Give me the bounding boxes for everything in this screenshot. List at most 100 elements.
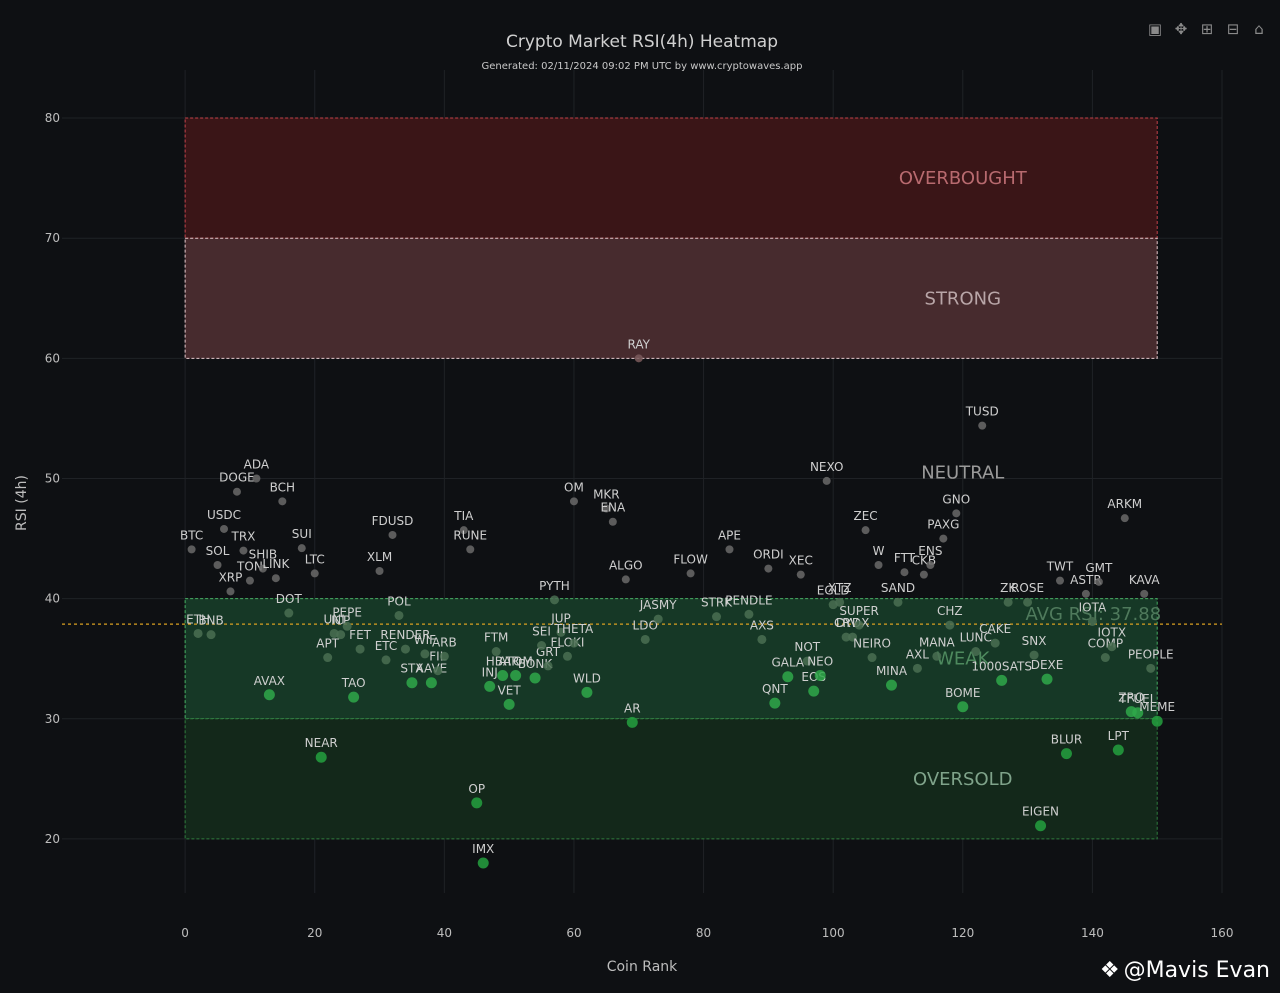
coin-point	[757, 634, 767, 644]
coin-label-sei: SEI	[532, 624, 551, 638]
coin-point	[640, 634, 650, 644]
coin-point	[932, 651, 942, 661]
coin-label-ens: ENS	[918, 544, 942, 558]
coin-point	[874, 561, 883, 570]
coin-point	[1120, 514, 1129, 523]
coin-label-bome: BOME	[945, 686, 980, 700]
zoom-out-icon[interactable]: ⊟	[1226, 20, 1240, 38]
coin-point	[808, 685, 820, 697]
coin-point	[893, 597, 903, 607]
zone-oversold	[184, 718, 1158, 840]
coin-point	[323, 653, 333, 663]
coin-point	[861, 526, 870, 535]
coin-label-op: OP	[468, 782, 485, 796]
coin-point	[226, 587, 235, 596]
coin-label-uni: UNI	[324, 612, 345, 626]
coin-point	[529, 672, 541, 684]
axes: 0 20 40 60 80 100 120 140 160 20 30 40 50 60 70 80	[45, 111, 1234, 940]
coin-point	[926, 561, 935, 570]
zone-label-oversold: OVERSOLD	[913, 769, 1013, 790]
coin-label-neo: NEO	[807, 655, 833, 669]
coin-label-neiro: NEIRO	[853, 637, 891, 651]
coin-point	[634, 354, 643, 363]
coin-point	[433, 666, 443, 676]
x-tick-label: 140	[1081, 926, 1104, 940]
coin-points: BTC ETH USDC BNB SOL XRP DOGE TRX TON ADA AVAX SHIB…	[180, 337, 1175, 869]
coin-label-hbar: HBAR	[486, 655, 520, 669]
y-tick-label: 70	[45, 231, 60, 245]
coin-label-w: W	[873, 544, 885, 558]
coin-label-zec: ZEC	[853, 509, 877, 523]
coin-label-stx: STX	[400, 662, 423, 676]
coin-label-sui: SUI	[292, 527, 312, 541]
coin-label-mana: MANA	[919, 635, 956, 649]
coin-label-jup: JUP	[550, 611, 571, 625]
coin-point	[562, 651, 572, 661]
coin-point	[1035, 820, 1047, 832]
coin-label-mkr: MKR	[593, 488, 620, 502]
coin-label-ftm: FTM	[484, 631, 508, 645]
coin-label-bnb: BNB	[198, 614, 223, 628]
coin-label-xtz: XTZ	[828, 581, 852, 595]
coin-label-arb: ARB	[432, 635, 457, 649]
y-tick-label: 40	[45, 592, 60, 606]
coin-point	[822, 476, 831, 485]
coin-point	[867, 653, 877, 663]
coin-label-avax: AVAX	[254, 674, 285, 688]
coin-point	[782, 671, 794, 683]
coin-label-axl: AXL	[906, 647, 929, 661]
x-tick-label: 160	[1211, 926, 1234, 940]
coin-point	[491, 647, 501, 657]
coin-point	[957, 701, 969, 713]
zone-overbought	[184, 117, 1158, 239]
coin-label-chz: CHZ	[937, 604, 963, 618]
home-icon[interactable]: ⌂	[1254, 20, 1264, 38]
coin-label-twt: TWT	[1046, 560, 1074, 574]
coin-point	[848, 632, 858, 642]
coin-point	[537, 640, 547, 650]
x-tick-label: 60	[566, 926, 581, 940]
zone-label-neutral: NEUTRAL	[921, 462, 1004, 483]
coin-point	[841, 632, 851, 642]
coin-point	[744, 609, 754, 619]
coin-label-theta: THETA	[554, 622, 594, 636]
coin-label-ena: ENA	[600, 501, 626, 515]
coin-point	[1055, 576, 1064, 585]
coin-label-gala: GALA	[771, 656, 804, 670]
coin-label-jasmy: JASMY	[639, 598, 678, 612]
coin-point	[769, 697, 781, 709]
coin-point	[348, 691, 360, 703]
coin-point	[569, 497, 578, 506]
coin-point	[626, 716, 638, 728]
coin-label-iotx: IOTX	[1098, 626, 1127, 640]
coin-label-inj: INJ	[482, 665, 498, 679]
coin-label-fet: FET	[349, 628, 371, 642]
coin-label-xlm: XLM	[367, 550, 392, 564]
coin-label-rose: ROSE	[1011, 581, 1044, 595]
coin-point	[459, 526, 468, 535]
zone-strong	[184, 237, 1158, 359]
coin-point	[814, 670, 826, 682]
zone-label-strong: STRONG	[925, 288, 1002, 309]
coin-label-snx: SNX	[1022, 634, 1047, 648]
zoom-in-icon[interactable]: ⊞	[1200, 20, 1214, 38]
coin-label-usdc: USDC	[207, 508, 241, 522]
coin-label-not: NOT	[794, 640, 820, 654]
coin-point	[425, 677, 437, 689]
coin-point	[471, 797, 483, 809]
coin-point	[381, 655, 391, 665]
coin-label-bch: BCH	[270, 480, 295, 494]
coin-label-lpt: LPT	[1108, 729, 1130, 743]
coin-label-xec: XEC	[789, 554, 813, 568]
coin-point	[919, 570, 928, 579]
coin-point	[406, 677, 418, 689]
coin-point	[263, 689, 275, 701]
coin-label-ordi: ORDI	[753, 548, 784, 562]
watermark: ❖ @Mavis Evan	[1100, 958, 1270, 983]
coin-point	[388, 530, 397, 539]
camera-icon[interactable]: ▣	[1147, 20, 1163, 38]
coin-label-sand: SAND	[881, 581, 915, 595]
pan-icon[interactable]: ✥	[1174, 20, 1188, 38]
coin-point	[725, 545, 734, 554]
